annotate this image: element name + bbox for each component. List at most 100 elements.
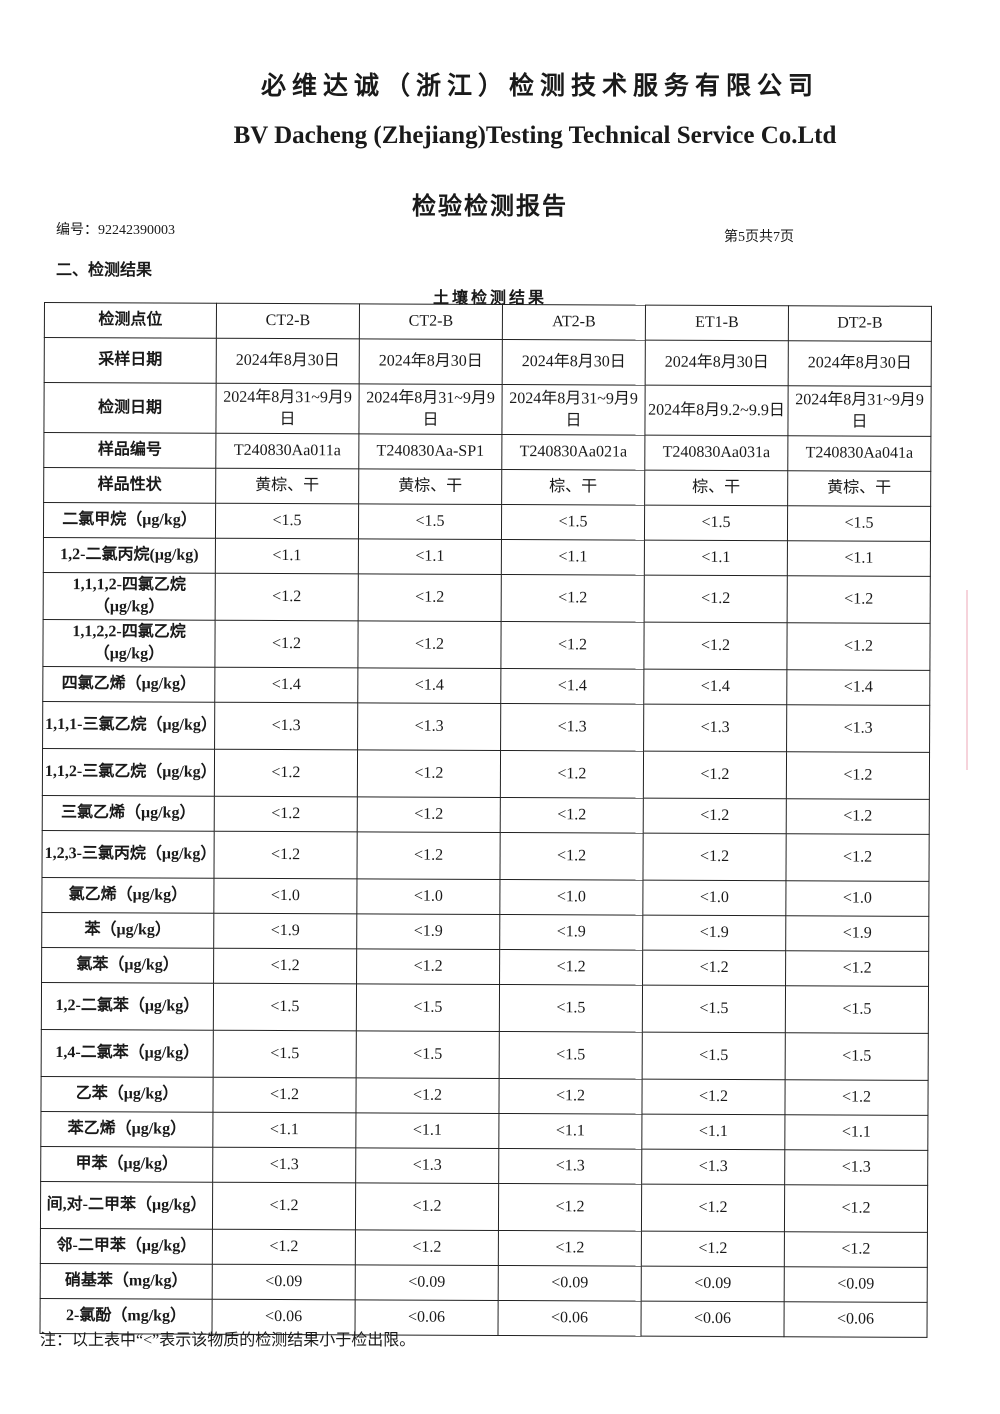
- table-cell: <1.2: [786, 798, 930, 835]
- table-cell: <1.1: [641, 1114, 785, 1150]
- table-cell: <1.1: [355, 1112, 499, 1149]
- table-cell: <1.2: [787, 575, 931, 624]
- table-cell: <1.5: [785, 985, 929, 1034]
- document-title: 检验检测报告: [412, 194, 568, 220]
- table-cell: 2024年8月31~9月9日: [358, 383, 503, 435]
- table-cell: <1.3: [214, 702, 358, 750]
- row-label: 邻-二甲苯（μg/kg）: [40, 1228, 213, 1265]
- row-label: 四氯乙烯（μg/kg）: [42, 666, 215, 703]
- table-cell: <1.9: [213, 913, 357, 949]
- table-row: 苯（μg/kg） <1.9 <1.9 <1.9 <1.9 <1.9: [41, 912, 929, 952]
- table-cell: <1.2: [500, 750, 644, 799]
- table-cell: <1.2: [355, 1077, 500, 1114]
- table-row: 三氯乙烯（μg/kg） <1.2 <1.2 <1.2 <1.2 <1.2: [42, 795, 930, 835]
- table-cell: <1.2: [498, 1183, 642, 1232]
- table-cell: <1.2: [500, 621, 645, 670]
- table-cell: <1.0: [356, 878, 500, 915]
- table-cell: 2024年8月30日: [502, 339, 646, 386]
- table-cell: <1.2: [644, 575, 788, 623]
- table-cell: ET1-B: [645, 305, 789, 341]
- row-label: 1,2,3-三氯丙烷（μg/kg）: [41, 830, 216, 879]
- table-cell: <1.1: [501, 539, 645, 576]
- table-cell: 2024年8月30日: [788, 340, 932, 387]
- table-cell: 棕、干: [644, 470, 788, 506]
- table-row: 1,4-二氯苯（μg/kg） <1.5 <1.5 <1.5 <1.5 <1.5: [41, 1029, 929, 1081]
- table-cell: <1.2: [212, 1077, 357, 1113]
- table-cell: <1.2: [212, 1182, 356, 1230]
- table-cell: <1.2: [214, 749, 358, 797]
- page-number: 第5页共7页: [724, 230, 794, 245]
- row-label: 苯乙烯（μg/kg）: [40, 1111, 213, 1148]
- row-label: 甲苯（μg/kg）: [40, 1146, 213, 1183]
- table-cell: 黄棕、干: [787, 470, 931, 507]
- row-label: 氯乙烯（μg/kg）: [41, 877, 214, 914]
- table-cell: DT2-B: [788, 305, 932, 342]
- table-cell: <1.5: [501, 504, 645, 541]
- table-cell: <0.09: [784, 1266, 928, 1303]
- table-row: 1,2-二氯苯（μg/kg） <1.5 <1.5 <1.5 <1.5 <1.5: [41, 982, 929, 1034]
- table-cell: <1.2: [643, 622, 788, 670]
- table-cell: <1.2: [786, 751, 930, 800]
- row-label: 样品编号: [43, 432, 216, 469]
- table-cell: <0.09: [355, 1264, 499, 1301]
- table-cell: <1.5: [356, 1030, 500, 1079]
- section-heading: 二、检测结果: [56, 262, 153, 279]
- table-cell: <1.2: [357, 749, 501, 798]
- table-cell: <1.3: [641, 1149, 785, 1185]
- table-cell: <1.5: [642, 1032, 786, 1080]
- table-cell: <1.2: [784, 1184, 928, 1233]
- table-cell: <1.5: [642, 985, 786, 1033]
- table-header-row: 样品编号 T240830Aa011a T240830Aa-SP1 T240830Aa0…: [43, 432, 931, 472]
- table-cell: 黄棕、干: [215, 468, 359, 504]
- table-row: 间,对-二甲苯（μg/kg） <1.2 <1.2 <1.2 <1.2 <1.2: [40, 1181, 928, 1233]
- table-cell: <1.2: [785, 950, 929, 987]
- table-cell: <1.3: [500, 703, 644, 752]
- table-row: 氯苯（μg/kg） <1.2 <1.2 <1.2 <1.2 <1.2: [41, 947, 929, 987]
- table-cell: CT2-B: [359, 303, 503, 340]
- table-cell: <1.9: [499, 914, 643, 951]
- table-cell: <0.06: [783, 1301, 928, 1338]
- table-cell: T240830Aa021a: [501, 434, 645, 471]
- table-row: 邻-二甲苯（μg/kg） <1.2 <1.2 <1.2 <1.2 <1.2: [40, 1228, 928, 1268]
- table-cell: <1.1: [787, 540, 931, 577]
- row-label: 1,1,2,2-四氯乙烷（μg/kg）: [42, 619, 216, 668]
- table-cell: 棕、干: [501, 469, 645, 506]
- table-cell: <1.3: [786, 704, 930, 753]
- table-cell: 2024年8月30日: [359, 338, 503, 385]
- table-cell: <1.5: [213, 983, 357, 1031]
- table-cell: 2024年8月31~9月9日: [215, 383, 360, 434]
- table-cell: 黄棕、干: [358, 468, 502, 505]
- table-cell: <1.3: [355, 1147, 499, 1184]
- table-cell: <1.5: [215, 503, 359, 539]
- table-cell: <1.9: [785, 915, 929, 952]
- table-cell: <1.2: [500, 797, 644, 834]
- row-label: 1,1,2-三氯乙烷（μg/kg）: [42, 748, 217, 797]
- table-title: 土壤检测结果: [432, 290, 547, 307]
- table-cell: <1.4: [357, 667, 501, 704]
- seam-stamp: [966, 590, 984, 770]
- table-note: 注：以上表中“<”表示该物质的检测结果小于检出限。: [40, 1332, 416, 1349]
- table-cell: <1.2: [212, 1229, 356, 1265]
- table-row: 1,1,1-三氯乙烷（μg/kg） <1.3 <1.3 <1.3 <1.3 <1.3: [42, 701, 930, 753]
- table-header-row: 样品性状 黄棕、干 黄棕、干 棕、干 棕、干 黄棕、干: [43, 467, 931, 507]
- table-cell: <1.0: [642, 880, 786, 916]
- table-cell: <1.1: [644, 540, 788, 576]
- table-cell: <1.5: [787, 505, 931, 542]
- row-label: 检测日期: [43, 382, 217, 434]
- table-cell: T240830Aa-SP1: [358, 433, 502, 470]
- table-cell: AT2-B: [502, 304, 646, 341]
- table-row: 二氯甲烷（μg/kg） <1.5 <1.5 <1.5 <1.5 <1.5: [43, 502, 931, 542]
- table-cell: <1.2: [784, 1231, 928, 1268]
- table-cell: <1.4: [643, 669, 787, 705]
- table-cell: <1.2: [357, 620, 502, 669]
- table-row: 1,2-二氯丙烷(μg/kg) <1.1 <1.1 <1.1 <1.1 <1.1: [43, 537, 931, 577]
- report-number: 编号：92242390003: [56, 223, 175, 238]
- table-header-row: 检测点位 CT2-B CT2-B AT2-B ET1-B DT2-B: [44, 302, 932, 342]
- table-row: 1,1,2,2-四氯乙烷（μg/kg） <1.2 <1.2 <1.2 <1.2 <1.2: [42, 619, 931, 671]
- table-cell: <1.2: [784, 1079, 929, 1116]
- table-cell: <1.3: [212, 1147, 356, 1183]
- table-cell: <1.2: [356, 831, 501, 880]
- table-cell: <1.4: [500, 668, 644, 705]
- table-cell: 2024年8月9.2~9.9日: [644, 385, 789, 436]
- table-cell: 2024年8月31~9月9日: [501, 384, 646, 436]
